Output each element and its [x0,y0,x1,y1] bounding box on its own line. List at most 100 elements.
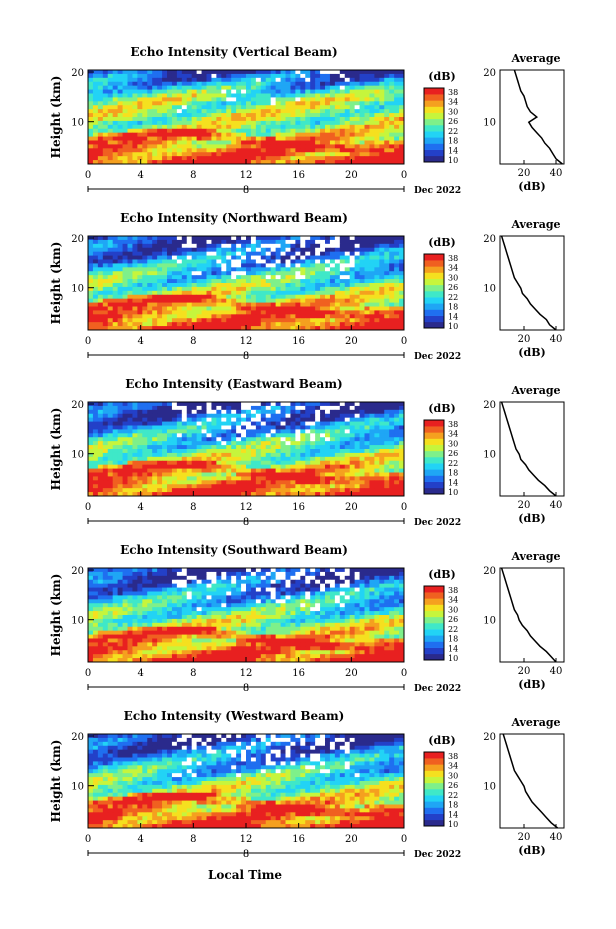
heatmap-cell [349,484,356,489]
heatmap-cell [384,492,390,497]
heatmap-cell [88,263,94,268]
heatmap-cell [241,468,247,473]
heatmap-cell [186,476,193,481]
heatmap-cell [191,452,198,458]
heatmap-cell [290,488,296,493]
heatmap-cell [369,568,375,573]
heatmap-cell [250,152,257,157]
heatmap-cell [221,267,227,272]
heatmap-cell [117,314,123,319]
heatmap-cell [280,128,286,134]
heatmap-cell [329,456,336,462]
heatmap-cell [329,476,336,481]
heatmap-cell [265,156,272,161]
heatmap-cell [88,275,94,280]
heatmap-cell [97,117,104,122]
heatmap-cell [394,128,400,134]
heatmap-cell [334,73,341,79]
heatmap-cell [339,247,346,253]
heatmap-cell [167,117,173,122]
heatmap-cell [221,575,227,581]
heatmap-cell [349,263,356,268]
heatmap-cell [270,480,277,485]
heatmap-cell [162,571,168,577]
heatmap-cell [339,101,346,106]
heatmap-cell [191,77,198,83]
heatmap-cell [359,275,365,280]
heatmap-cell [127,568,133,573]
heatmap-cell [186,425,193,430]
heatmap-cell [211,140,217,145]
heatmap-cell [231,77,237,83]
heatmap-cell [359,283,365,288]
heatmap-cell [270,109,277,114]
heatmap-cell [92,456,99,462]
heatmap-cell [112,484,119,489]
heatmap-cell [176,275,183,280]
heatmap-cell [246,314,252,319]
heatmap-cell [162,488,168,493]
heatmap-cell [201,318,207,323]
heatmap-cell [354,449,360,454]
heatmap-cell [147,409,153,415]
heatmap-cell [399,575,405,581]
heatmap-cell [280,421,286,426]
heatmap-cell [320,255,326,260]
heatmap-cell [295,243,301,249]
heatmap-cell [176,251,183,256]
heatmap-cell [241,306,247,311]
heatmap-cell [260,247,267,253]
heatmap-cell [137,413,143,419]
heatmap-cell [171,113,178,118]
heatmap-cell [132,579,138,585]
heatmap-cell [92,236,99,241]
heatmap-cell [265,298,272,303]
heatmap-cell [216,568,222,573]
heatmap-cell [320,109,326,114]
heatmap-cell [122,568,128,573]
heatmap-cell [354,156,360,161]
heatmap-cell [399,152,405,157]
heatmap-cell [265,421,272,426]
heatmap-cell [384,160,390,165]
heatmap-cell [171,464,178,469]
heatmap-cell [191,449,198,454]
heatmap-cell [255,160,262,165]
heatmap-cell [384,89,390,94]
heatmap-cell [152,85,158,90]
heatmap-cell [157,409,163,415]
heatmap-cell [137,128,143,134]
heatmap-cell [280,413,286,419]
heatmap-cell [265,267,272,272]
heatmap-cell [246,456,252,462]
heatmap-cell [92,441,99,446]
heatmap-cell [152,109,158,114]
heatmap-cell [196,156,202,161]
heatmap-cell [226,322,232,327]
heatmap-cell [107,571,114,577]
heatmap-cell [221,140,227,145]
heatmap-cell [147,148,153,153]
heatmap-cell [171,405,178,411]
heatmap-cell [250,267,257,272]
heatmap-cell [285,136,291,141]
heatmap-cell [201,433,207,438]
heatmap-cell [300,318,306,323]
heatmap-cell [231,425,237,430]
heatmap-cell [152,144,158,149]
heatmap-cell [255,89,262,94]
heatmap-cell [201,314,207,319]
heatmap-cell [334,452,341,458]
heatmap-cell [349,314,356,319]
heatmap-cell [127,140,133,145]
heatmap-cell [201,310,207,315]
heatmap-cell [241,148,247,153]
heatmap-cell [305,105,311,110]
heatmap-cell [384,93,390,98]
heatmap-cell [117,263,123,268]
heatmap-cell [344,409,351,415]
heatmap-cell [107,464,114,469]
heatmap-cell [236,575,242,581]
heatmap-cell [394,89,400,94]
heatmap-cell [320,70,326,75]
